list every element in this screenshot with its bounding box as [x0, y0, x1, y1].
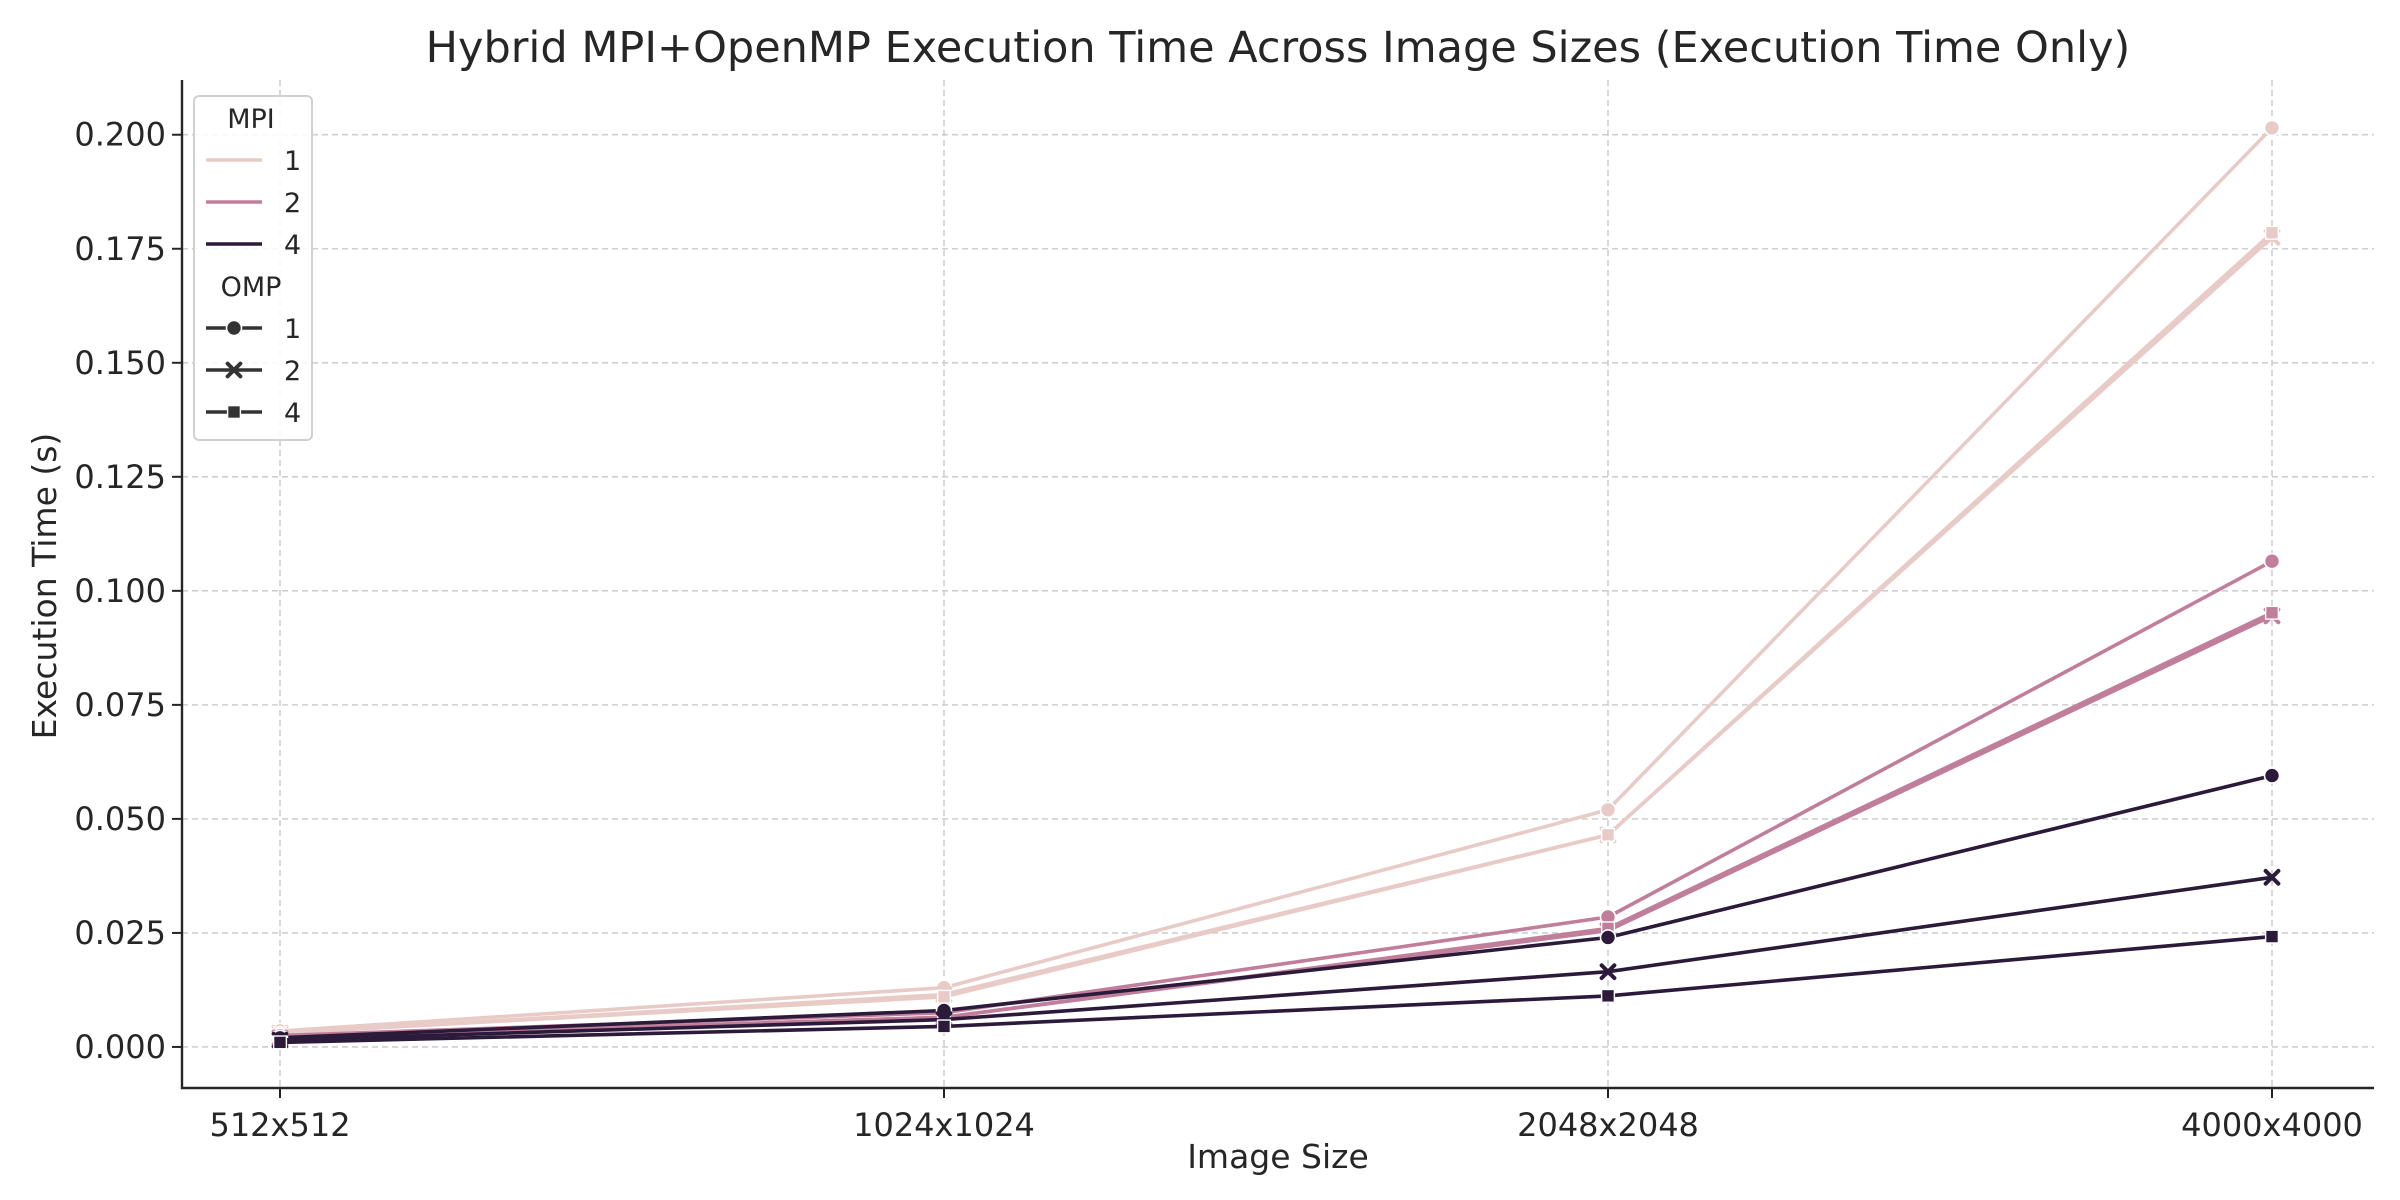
- x-tick-label: 512x512: [209, 1106, 350, 1144]
- y-tick-label: 0.050: [74, 800, 166, 838]
- series-mpi4-omp1: [271, 767, 2281, 1047]
- y-tick-label: 0.100: [74, 572, 166, 610]
- x-axis-label: Image Size: [1187, 1137, 1369, 1176]
- legend-label: 4: [284, 398, 301, 429]
- x-tick-label: 2048x2048: [1517, 1106, 1699, 1144]
- y-tick-label: 0.125: [74, 458, 166, 496]
- series-mpi1-omp1: [271, 119, 2281, 1040]
- data-point: [2263, 552, 2281, 570]
- y-tick-label: 0.150: [74, 344, 166, 382]
- data-point: [2263, 868, 2281, 886]
- series-mpi2-omp2: [271, 607, 2281, 1047]
- legend-label: 1: [284, 314, 301, 345]
- data-point: [272, 1035, 288, 1050]
- axis-spines: [180, 80, 2374, 1090]
- x-tick-label: 1024x1024: [853, 1106, 1035, 1144]
- data-point: [1599, 801, 1617, 819]
- x-tick-label: 4000x4000: [2181, 1106, 2363, 1144]
- series-line: [279, 126, 2274, 1033]
- y-tick-label: 0.000: [74, 1028, 166, 1066]
- legend-title-mpi: MPI: [227, 104, 275, 135]
- legend-marker: [225, 319, 243, 337]
- y-tick-label: 0.175: [74, 230, 166, 268]
- series-line: [279, 934, 2273, 1045]
- axes: 0.000 0.025 0.050 0.075 0.100 0.125 0.150 0.175…: [74, 80, 2374, 1144]
- data-point: [1599, 963, 1617, 981]
- data-point: [1600, 827, 1616, 842]
- y-tick-label: 0.075: [74, 686, 166, 724]
- legend-label: 4: [284, 230, 301, 261]
- series-line: [279, 875, 2273, 1042]
- data-point: [2264, 605, 2280, 620]
- data-point: [1600, 988, 1616, 1003]
- legend-marker: [226, 404, 242, 420]
- series-line: [279, 236, 2274, 1036]
- series-line: [279, 773, 2273, 1040]
- legend-marker: [225, 361, 243, 379]
- legend-label: 2: [284, 188, 301, 219]
- grid-lines: [182, 80, 2374, 1088]
- y-tick-label: 0.200: [74, 116, 166, 154]
- data-point: [2263, 119, 2281, 137]
- legend-title-omp: OMP: [221, 272, 282, 303]
- series-line: [279, 231, 2274, 1036]
- data-point: [936, 989, 952, 1004]
- data-point: [1599, 929, 1617, 946]
- legend-box: [193, 95, 313, 441]
- legend-label: 1: [284, 146, 301, 177]
- series-mpi2-omp1: [271, 552, 2281, 1044]
- chart-title: Hybrid MPI+OpenMP Execution Time Across …: [426, 23, 2131, 73]
- data-point: [2263, 767, 2281, 784]
- y-axis-label: Execution Time (s): [25, 433, 64, 740]
- data-point: [2264, 929, 2280, 944]
- y-tick-label: 0.025: [74, 914, 166, 952]
- series-lines: [271, 119, 2281, 1050]
- data-point: [2264, 225, 2280, 240]
- legend-label: 2: [284, 356, 301, 387]
- series-mpi2-omp4: [272, 605, 2280, 1045]
- data-point: [936, 1019, 952, 1034]
- series-mpi4-omp4: [272, 929, 2280, 1050]
